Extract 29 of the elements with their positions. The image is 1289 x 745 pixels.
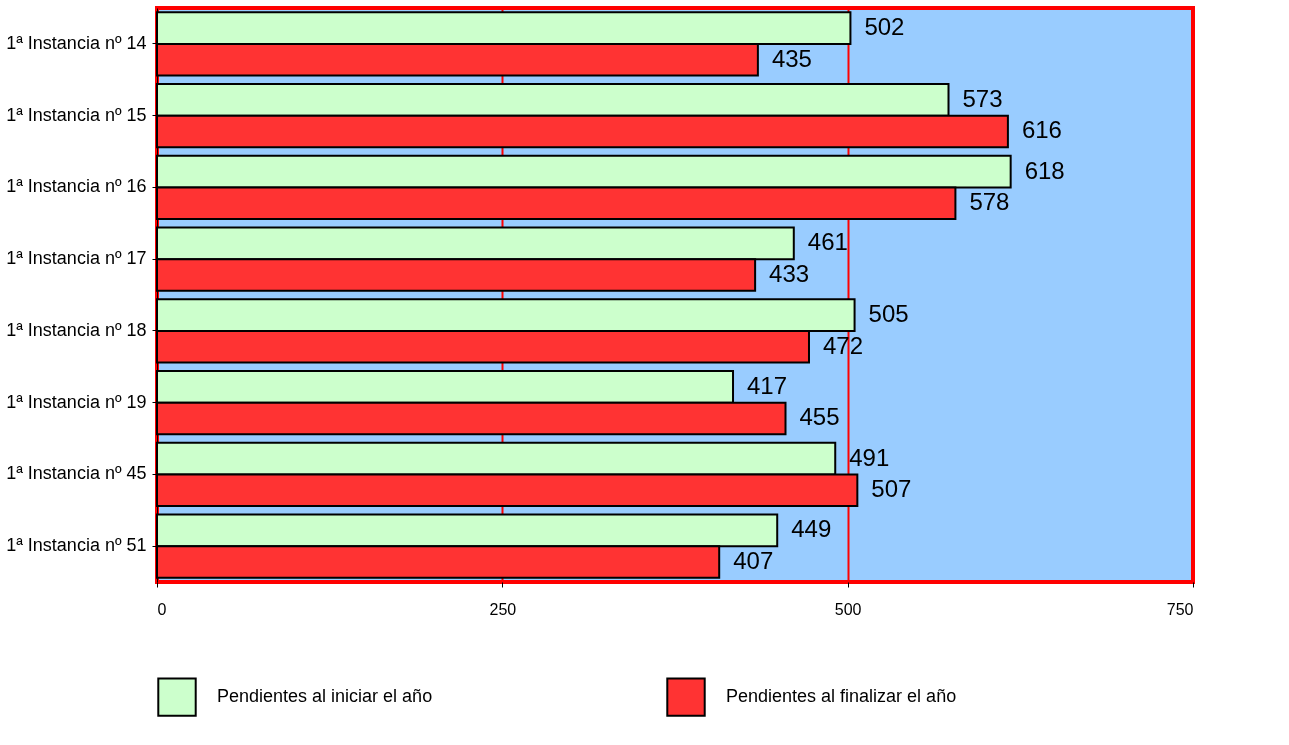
data-label: 455 — [799, 403, 840, 431]
legend-label: Pendientes al iniciar el año — [217, 686, 433, 707]
y-tick-label: 1ª Instancia nº 18 — [6, 319, 147, 340]
y-tick-label: 1ª Instancia nº 45 — [6, 463, 147, 484]
legend-label: Pendientes al finalizar el año — [726, 686, 957, 707]
data-label: 505 — [868, 300, 909, 328]
y-tick-label: 1ª Instancia nº 17 — [6, 248, 147, 269]
y-tick-label: 1ª Instancia nº 19 — [6, 391, 147, 412]
data-label: 578 — [969, 188, 1010, 216]
data-label: 461 — [807, 228, 848, 256]
y-tick-label: 1ª Instancia nº 16 — [6, 176, 147, 197]
y-tick-label: 1ª Instancia nº 14 — [6, 32, 147, 53]
data-label: 618 — [1024, 156, 1065, 184]
data-label: 407 — [733, 546, 774, 574]
data-label: 573 — [962, 84, 1003, 112]
x-tick-label: 0 — [157, 600, 167, 618]
data-label: 616 — [1021, 116, 1062, 144]
y-tick-label: 1ª Instancia nº 51 — [6, 535, 147, 556]
data-label: 449 — [791, 515, 832, 543]
data-label: 491 — [849, 443, 890, 471]
x-tick-label: 500 — [834, 600, 862, 618]
data-label: 417 — [747, 371, 788, 399]
data-label: 502 — [864, 13, 905, 41]
y-tick-label: 1ª Instancia nº 15 — [6, 104, 147, 125]
data-label: 507 — [871, 475, 912, 503]
data-label: 435 — [771, 44, 812, 72]
x-tick-label: 750 — [1166, 600, 1194, 618]
data-label: 433 — [769, 259, 810, 287]
x-tick-label: 250 — [489, 600, 517, 618]
